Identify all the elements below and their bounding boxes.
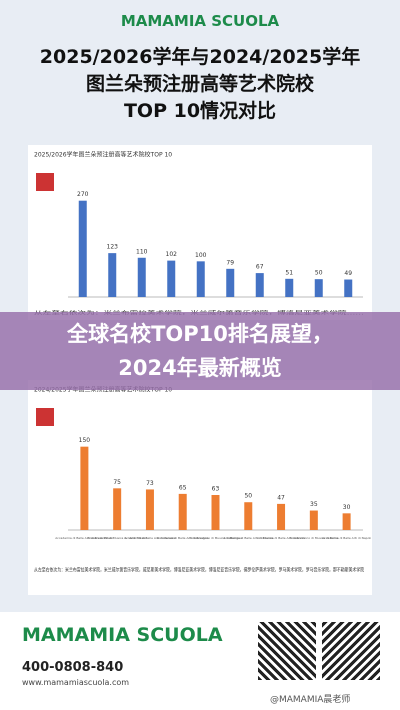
data-label: 100 [195, 252, 207, 259]
bar [196, 261, 205, 297]
bar [78, 200, 87, 297]
bar [80, 446, 89, 530]
data-label: 50 [244, 493, 252, 500]
x-tick-label: Accademia di Belle Arti di Bologna [157, 536, 209, 540]
data-label: 75 [113, 479, 121, 486]
logo [36, 173, 54, 191]
data-label: 73 [146, 480, 154, 487]
brand: MAMAMIA SCUOLA [120, 12, 280, 30]
footer-brand: MAMAMIA SCUOLA [22, 624, 223, 646]
bar [108, 253, 117, 297]
bar [255, 273, 264, 297]
title-line: 2025/2026学年与2024/2025学年 [39, 46, 361, 68]
bar [137, 257, 146, 297]
data-label: 51 [285, 269, 293, 276]
chart-title: 2025/2026学年图兰朵预注册高等艺术院校TOP 10 [34, 151, 172, 159]
x-tick-label: Accademia di Belle Arti di Napoli [322, 536, 371, 540]
x-tick-label: Conservatorio di Musica G. Verdi Milano [87, 536, 147, 540]
data-label: 123 [107, 244, 119, 251]
banner: 全球名校TOP10排名展望， 2024年最新概览 [0, 312, 400, 390]
bar [309, 510, 318, 530]
qr-code [322, 622, 380, 680]
data-label: 67 [256, 264, 264, 271]
bar [344, 279, 353, 297]
bar [342, 513, 351, 530]
data-label: 150 [79, 437, 91, 444]
site: www.mamamiascuola.com [22, 678, 130, 687]
bar [167, 260, 176, 297]
bar [244, 502, 253, 530]
x-tick-label: Accademia di Belle Arti di Brera Milano [55, 536, 114, 540]
data-label: 79 [226, 259, 234, 266]
data-label: 49 [344, 270, 352, 277]
watermark: @MAMAMIA晨老师 [270, 695, 351, 705]
bar [113, 488, 122, 530]
x-tick-label: Accademia di Belle Arti di Roma [257, 536, 305, 540]
data-label: 35 [310, 501, 318, 508]
data-label: 50 [315, 270, 323, 277]
main-title: 2025/2026学年与2024/2025学年 图兰朵预注册高等艺术院校 TOP… [0, 44, 400, 125]
chart-note: 从左至右依次为：米兰布雷拉美术学院，米兰威尔第音乐学院，威尼斯美术学院，博洛尼亚… [34, 567, 364, 574]
x-tick-label: Conservatorio di Musica di Roma [289, 536, 338, 540]
bar [211, 495, 220, 530]
phone: 400-0808-840 [22, 660, 124, 675]
title-line: 图兰朵预注册高等艺术院校 [85, 73, 314, 95]
title-line: TOP 10情况对比 [123, 100, 277, 122]
data-label: 110 [136, 248, 148, 255]
x-tick-label: Accademia di Belle Arti di Firenze [223, 536, 273, 540]
data-label: 47 [277, 494, 285, 501]
banner-line: 全球名校TOP10排名展望， [67, 322, 333, 346]
logo [36, 408, 54, 426]
bar [178, 493, 187, 530]
bar [285, 278, 294, 297]
chart: 2024/2025学年图兰朵预注册高等艺术院校TOP 10150Accademi… [28, 380, 372, 595]
data-label: 102 [166, 251, 178, 258]
banner-line: 2024年最新概览 [118, 356, 282, 380]
x-tick-label: Conservatorio di Musica di Bologna [189, 536, 242, 540]
footer: MAMAMIA SCUOLA 400-0808-840 www.mamamias… [0, 612, 400, 710]
qr-code [258, 622, 316, 680]
chart: 2025/2026学年图兰朵预注册高等艺术院校TOP 10 270 123 110 10… [28, 145, 372, 320]
bar [145, 489, 154, 530]
data-label: 65 [179, 484, 187, 491]
data-label: 270 [77, 191, 89, 198]
bar [277, 503, 286, 530]
data-label: 63 [212, 486, 220, 493]
x-tick-label: Accademia di Belle Arti di Venezia [124, 536, 175, 540]
data-label: 30 [343, 504, 351, 511]
bar [226, 268, 235, 297]
bar [314, 279, 323, 297]
